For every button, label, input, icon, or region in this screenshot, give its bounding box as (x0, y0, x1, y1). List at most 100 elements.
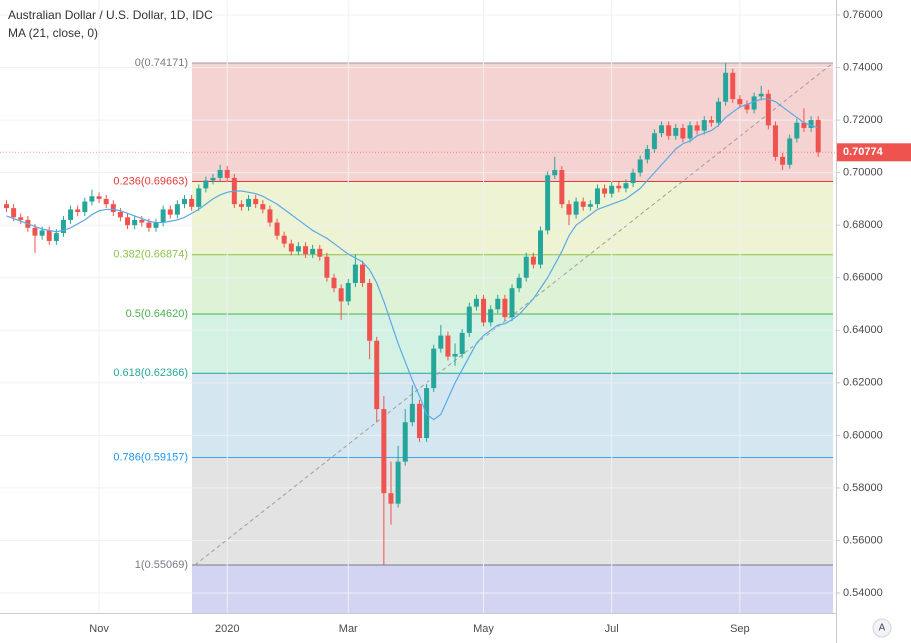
candle-body (466, 306, 472, 333)
candle-body (431, 348, 437, 389)
candle-body (360, 264, 365, 283)
candle-body (160, 209, 166, 223)
fib-level-label: 0.5(0.64620) (126, 308, 188, 320)
candle-body (4, 204, 9, 209)
candle-body (530, 256, 536, 265)
fib-zones (192, 62, 834, 613)
candle-body (751, 96, 757, 110)
chart-title: Australian Dollar / U.S. Dollar, 1D, IDC (8, 8, 213, 22)
candle-body (39, 230, 45, 236)
y-tick-label: 0.66000 (843, 272, 883, 284)
indicator-label: MA (21, close, 0) (8, 26, 98, 40)
candle-body (75, 209, 81, 213)
candle-body (708, 120, 714, 123)
candle-body (182, 198, 187, 205)
candle-body (409, 403, 415, 423)
fib-zone (192, 564, 833, 613)
candle-body (345, 282, 351, 302)
candle-body (53, 233, 59, 241)
candle-body (459, 332, 465, 354)
candle-body (281, 235, 287, 244)
x-tick-label: Nov (89, 623, 109, 635)
candle-body (630, 172, 636, 184)
candle-body (716, 101, 721, 123)
candle-body (125, 217, 131, 226)
candle-body (637, 159, 643, 173)
candle-body (587, 204, 593, 207)
x-tick-label: Mar (339, 623, 358, 635)
candle-body (246, 198, 252, 207)
x-tick-label: 2020 (215, 623, 239, 635)
last-price-box (837, 143, 911, 162)
candle-body (210, 177, 216, 181)
candle-body (559, 170, 565, 205)
candle-body (701, 120, 707, 131)
candle-body (224, 170, 230, 178)
candle-body (687, 125, 693, 139)
y-tick-label: 0.68000 (843, 219, 883, 231)
candle-body (274, 222, 280, 236)
candle-body (787, 138, 793, 165)
candle-body (110, 204, 116, 213)
candle-body (659, 125, 665, 134)
candle-body (132, 219, 138, 226)
fib-level-label: 0.786(0.59157) (113, 451, 188, 463)
y-tick-label: 0.62000 (843, 377, 883, 389)
candle-body (438, 335, 444, 349)
candle-body (616, 185, 622, 189)
x-tick-label: Sep (730, 623, 750, 635)
candle-body (82, 201, 88, 213)
candle-body (402, 422, 408, 462)
candle-body (303, 246, 309, 255)
y-tick-label: 0.64000 (843, 324, 883, 336)
candle-body (260, 204, 266, 210)
last-price-label: 0.70774 (843, 146, 884, 158)
candle-body (388, 493, 394, 504)
fib-level-label: 0.618(0.62366) (113, 367, 188, 379)
candle-body (609, 185, 615, 194)
candle-body (644, 148, 650, 160)
candle-body (367, 282, 373, 341)
candle-body (32, 227, 38, 236)
candle-body (60, 219, 66, 234)
candle-body (794, 122, 800, 139)
x-tick-label: Jul (605, 623, 619, 635)
candle-body (11, 208, 17, 218)
candle-body (103, 198, 109, 205)
fib-level-label: 1(0.55069) (135, 559, 188, 571)
auto-scale-button[interactable]: A (872, 618, 892, 638)
candle-body (473, 298, 479, 307)
candle-body (68, 209, 74, 220)
candle-body (395, 461, 401, 504)
y-tick-label: 0.60000 (843, 429, 883, 441)
candle-body (545, 175, 551, 231)
candle-body (815, 120, 821, 153)
candle-body (481, 298, 487, 323)
candle-body (623, 183, 629, 189)
fib-zone (192, 181, 833, 255)
auto-button[interactable]: A (879, 623, 886, 634)
candle-body (723, 72, 729, 102)
candle-body (89, 196, 95, 202)
y-tick-label: 0.58000 (843, 482, 883, 494)
candle-body (331, 277, 337, 289)
candle-body (772, 125, 778, 157)
candle-body (96, 196, 102, 199)
candle-body (295, 246, 301, 252)
candle-body (573, 201, 579, 215)
candle-body (758, 93, 764, 97)
fib-trend-line (194, 62, 834, 566)
candle-body (317, 248, 323, 257)
candle-body (338, 288, 344, 302)
candle-body (566, 204, 572, 215)
fib-zone (192, 373, 833, 458)
candle-body (352, 264, 358, 283)
fib-zone (192, 63, 833, 182)
candle-body (324, 256, 330, 278)
candle-body (651, 133, 657, 149)
candle-body (146, 222, 152, 228)
auto-button-bg[interactable] (872, 618, 892, 638)
candle-body (381, 409, 387, 494)
candle-body (673, 127, 679, 136)
